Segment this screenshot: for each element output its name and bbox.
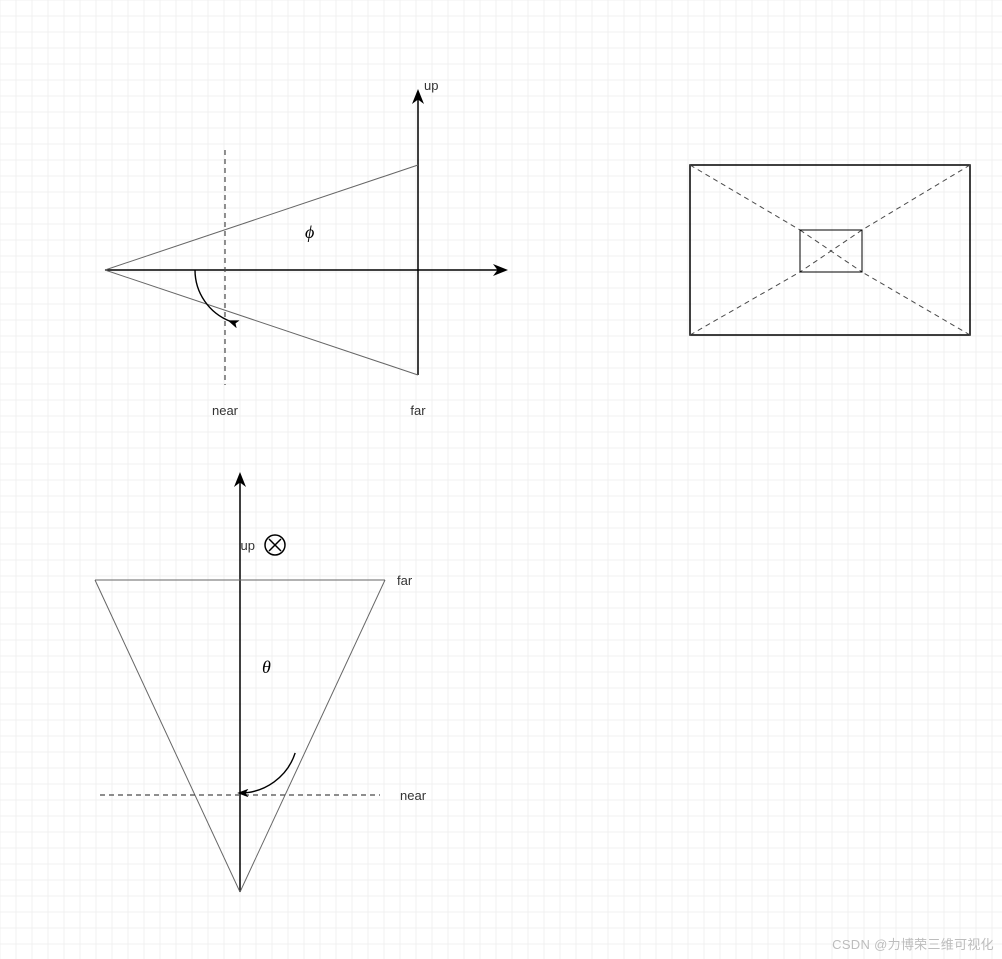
up-label: up (241, 538, 255, 553)
theta-symbol: θ (262, 657, 271, 677)
far-label: far (410, 403, 426, 418)
up-label: up (424, 78, 438, 93)
watermark: CSDN @力博荣三维可视化 (832, 934, 994, 953)
near-label: near (212, 403, 239, 418)
side-view-diagram: up ϕ near far (105, 78, 505, 418)
top-view-diagram: up θ near far (95, 475, 427, 892)
diagram-canvas: up ϕ near far up θ near far (0, 0, 1002, 959)
far-label: far (397, 573, 413, 588)
phi-symbol: ϕ (305, 222, 314, 242)
near-label: near (400, 788, 427, 803)
